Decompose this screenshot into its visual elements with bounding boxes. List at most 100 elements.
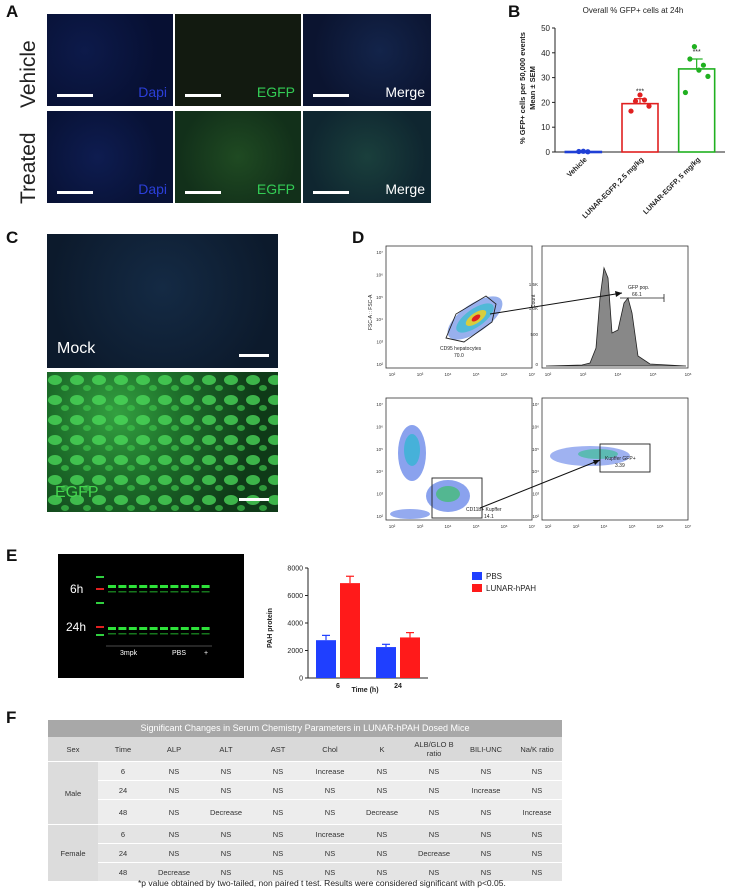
significance-2: *** xyxy=(693,49,701,56)
band-24h xyxy=(170,627,179,630)
table-cell: NS xyxy=(356,780,408,800)
table-cell: NS xyxy=(460,824,512,844)
blot-label-6h: 6h xyxy=(70,582,84,596)
band-24h-minor xyxy=(180,633,189,635)
micrograph-treated-egfp: EGFP xyxy=(175,111,301,203)
blot-group-pbs: PBS xyxy=(172,650,187,657)
table-cell: NS xyxy=(460,843,512,863)
panel-c-label: C xyxy=(6,228,19,247)
panel-f-label: F xyxy=(6,708,17,727)
gate4-name: Kupffer GFP+ xyxy=(605,456,636,462)
table-header-cell: Chol xyxy=(304,737,356,762)
y-log-tick: 10⁷ xyxy=(376,402,383,407)
band-24h-minor xyxy=(118,633,127,635)
chart-title: Overall % GFP+ cells at 24h xyxy=(583,6,684,15)
scale-bar xyxy=(313,191,349,194)
micrograph-vehicle-egfp: EGFP xyxy=(175,14,301,106)
table-header-cell: ALB/GLO B ratio xyxy=(408,737,460,762)
x-log-tick: 10⁵ xyxy=(473,372,480,377)
channel-label-dapi: Dapi xyxy=(138,181,167,197)
significance-1: *** xyxy=(636,89,644,96)
table-cell: NS xyxy=(408,799,460,825)
x-log-tick: 10⁵ xyxy=(650,372,657,377)
table-header-cell: K xyxy=(356,737,408,762)
y-log-tick: 10³ xyxy=(376,492,383,497)
y-log-tick: 10⁴ xyxy=(376,317,383,322)
table-cell: NS xyxy=(512,824,562,844)
table-cell: NS xyxy=(148,824,200,844)
legend-swatch-0 xyxy=(472,572,482,580)
band-6h xyxy=(201,585,210,588)
band-24h-minor xyxy=(139,633,148,635)
table-cell: NS xyxy=(408,780,460,800)
svg-text:1.0K: 1.0K xyxy=(529,306,538,311)
table-sex-cell: Female xyxy=(48,824,98,882)
egfp-label: EGFP xyxy=(55,484,99,501)
y-log-tick: 10⁶ xyxy=(376,272,383,277)
table-cell: 48 xyxy=(98,799,148,825)
legend-label-1: LUNAR-hPAH xyxy=(486,584,536,593)
x-log-tick: 10⁶ xyxy=(501,372,508,377)
x-tick-label-2: LUNAR-EGFP, 5 mg/kg xyxy=(641,155,702,216)
y-tick-label-2: 4000 xyxy=(287,621,303,628)
serum-chemistry-table: Sex Time ALP ALT AST Chol K ALB/GLO B ratio BILI… xyxy=(48,737,562,882)
channel-label-merge: Merge xyxy=(385,181,425,197)
y-tick-label-0: 0 xyxy=(299,676,303,683)
band-24h xyxy=(201,627,210,630)
x-log-tick: 10⁴ xyxy=(445,524,452,529)
band-24h xyxy=(180,627,189,630)
table-cell: Decrease xyxy=(148,862,200,882)
gate1-name: CD95 hepatocytes xyxy=(440,346,482,352)
table-title: Significant Changes in Serum Chemistry P… xyxy=(48,720,562,737)
table-cell: Increase xyxy=(460,780,512,800)
y-log-tick: 10⁴ xyxy=(376,469,383,474)
x-log-tick: 10⁷ xyxy=(529,372,536,377)
blot-group-3mpk: 3mpk xyxy=(120,650,138,657)
y-log-tick: 10² xyxy=(376,362,383,367)
x-log-tick: 10² xyxy=(389,372,396,377)
x-tick-label-0: Vehicle xyxy=(565,155,589,179)
x-log-tick: 10⁷ xyxy=(529,524,536,529)
bar-PBS-6 xyxy=(316,640,336,678)
table-cell: NS xyxy=(252,799,304,825)
band-24h xyxy=(191,627,200,630)
table-cell: NS xyxy=(200,862,252,882)
band-24h-minor xyxy=(108,633,116,635)
scale-bar xyxy=(185,94,221,97)
gate3-value: 14.1 xyxy=(484,514,494,520)
bar-PBS-24 xyxy=(376,647,396,678)
table-row: 24 NS NS NS NS NS Decrease NS NS xyxy=(48,843,562,863)
y-log-tick: 10⁵ xyxy=(376,447,383,452)
table-cell: NS xyxy=(304,780,356,800)
band-24h-minor xyxy=(160,633,168,635)
table-row: 24 NS NS NS NS NS NS Increase NS xyxy=(48,780,562,800)
table-cell: 24 xyxy=(98,843,148,863)
micrograph-mock: Mock xyxy=(47,234,278,368)
table-cell: NS xyxy=(512,780,562,800)
x-log-tick: 10⁴ xyxy=(445,372,452,377)
table-row: Male 6 NS NS NS Increase NS NS NS NS xyxy=(48,761,562,825)
table-cell: NS xyxy=(200,780,252,800)
data-point-1-0 xyxy=(628,108,634,114)
panel-a-label: A xyxy=(6,2,19,21)
y-tick-label-3: 6000 xyxy=(287,593,303,600)
band-24h-minor xyxy=(128,633,137,635)
blot-group-positive: + xyxy=(204,650,209,657)
table-cell: NS xyxy=(148,761,200,781)
data-point-2-5 xyxy=(705,73,711,79)
table-cell: NS xyxy=(148,780,200,800)
table-header-cell: ALP xyxy=(148,737,200,762)
band-24h xyxy=(160,627,168,630)
table-row: 48 Decrease NS NS NS NS NS NS NS xyxy=(48,862,562,882)
table-header-cell: Sex xyxy=(48,737,98,762)
band-24h-minor xyxy=(170,633,179,635)
ladder-band xyxy=(96,576,104,578)
x-tick-label-1: LUNAR-EGFP, 2.5 mg/kg xyxy=(580,155,645,220)
y-tick-label-1: 2000 xyxy=(287,648,303,655)
band-6h-minor xyxy=(191,591,200,593)
x-log-tick: 10³ xyxy=(417,524,424,529)
table-cell: NS xyxy=(200,761,252,781)
table-cell: NS xyxy=(356,862,408,882)
scale-bar xyxy=(239,498,269,501)
table-header-row: Sex Time ALP ALT AST Chol K ALB/GLO B ratio BILI… xyxy=(48,737,562,762)
